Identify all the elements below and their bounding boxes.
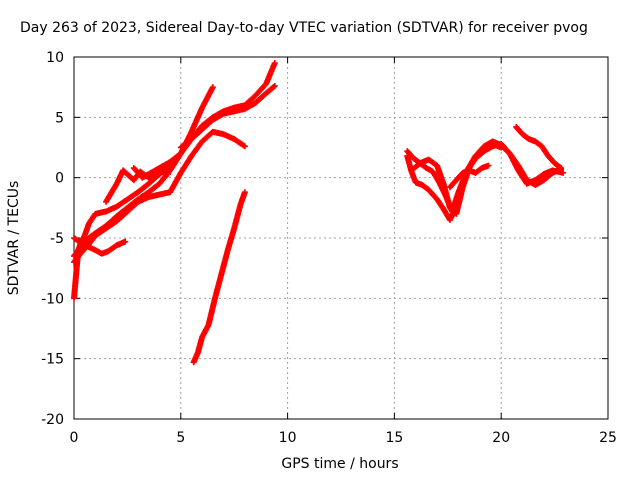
y-tick-label: 0 bbox=[55, 171, 64, 187]
data-series-arc-6 bbox=[130, 60, 278, 181]
data-point bbox=[485, 162, 492, 169]
y-tick-label: 10 bbox=[46, 50, 64, 66]
y-tick-label: -5 bbox=[50, 231, 64, 247]
data-series-arc-2 bbox=[71, 128, 248, 266]
x-tick-label: 10 bbox=[279, 430, 297, 446]
y-tick-label: 5 bbox=[55, 110, 64, 126]
data-series-arc-8 bbox=[190, 189, 248, 366]
y-axis-label: SDTVAR / TECUs bbox=[6, 180, 22, 296]
data-series-arc-4 bbox=[71, 162, 174, 302]
y-tick-label: -15 bbox=[41, 352, 64, 368]
data-series-arc-12 bbox=[446, 162, 492, 191]
data-point bbox=[556, 164, 563, 171]
data-point bbox=[558, 165, 565, 172]
data-point bbox=[271, 60, 278, 67]
data-point bbox=[164, 171, 171, 178]
data-point bbox=[241, 189, 248, 196]
data-point bbox=[270, 83, 277, 90]
data-series-arc-3 bbox=[71, 235, 129, 257]
data-point bbox=[560, 169, 567, 176]
x-tick-label: 0 bbox=[70, 430, 79, 446]
x-tick-label: 25 bbox=[599, 430, 617, 446]
x-tick-label: 20 bbox=[492, 430, 510, 446]
data-point bbox=[209, 84, 216, 91]
y-tick-label: -20 bbox=[41, 412, 64, 428]
y-tick-label: -10 bbox=[41, 291, 64, 307]
data-point bbox=[122, 238, 129, 245]
data-point bbox=[241, 143, 248, 150]
chart-title: Day 263 of 2023, Sidereal Day-to-day VTE… bbox=[20, 20, 588, 36]
x-axis-label: GPS time / hours bbox=[281, 456, 399, 472]
x-tick-label: 15 bbox=[385, 430, 403, 446]
data-series-arc-13 bbox=[513, 123, 565, 172]
data-series-arc-7 bbox=[177, 82, 278, 151]
data-point bbox=[271, 82, 278, 89]
x-tick-label: 5 bbox=[176, 430, 185, 446]
data-point bbox=[240, 142, 247, 149]
